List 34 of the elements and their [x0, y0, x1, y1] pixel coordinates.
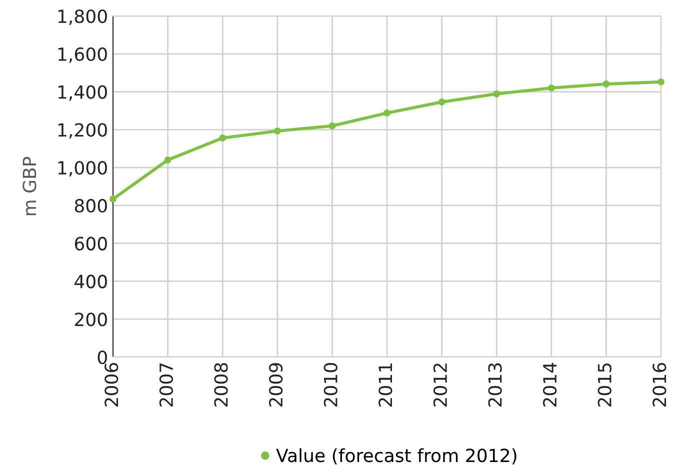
y-tick-label: 800 — [74, 198, 107, 213]
y-tick-label: 400 — [74, 274, 107, 288]
x-tick-label: 2015 — [598, 363, 612, 406]
x-tick-label: 2014 — [542, 362, 557, 406]
x-tick-label: 2013 — [488, 363, 502, 406]
x-tick-label: 2016 — [652, 363, 666, 406]
x-tick-label: 2012 — [433, 364, 448, 406]
y-tick-label: 1,000 — [58, 161, 107, 177]
point — [164, 156, 172, 164]
y-tick-label: 1,400 — [58, 85, 107, 101]
x-tick-label: 2011 — [378, 364, 392, 406]
point — [548, 84, 555, 92]
y-tick-label: 600 — [74, 236, 107, 250]
y-tick-label: 0 — [98, 350, 107, 364]
x-tick-label: 2008 — [214, 363, 228, 406]
point — [328, 122, 336, 130]
x-tick-label: 2009 — [268, 363, 283, 406]
point — [493, 90, 500, 98]
point — [658, 78, 664, 86]
point — [219, 134, 226, 142]
y-tick-label: 1,800 — [58, 9, 107, 25]
legend-label: Value (forecast from 2012) — [276, 448, 516, 464]
x-tick-label: 2010 — [324, 363, 338, 406]
point — [602, 80, 610, 88]
point — [274, 128, 281, 134]
point — [438, 98, 446, 106]
y-tick-label: 1,200 — [58, 123, 107, 139]
y-axis-title: m GBP — [22, 156, 36, 216]
point — [110, 196, 116, 202]
x-tick-label: 2006 — [104, 363, 118, 406]
x-tick-label: 2007 — [159, 363, 174, 406]
y-tick-label: 1,600 — [58, 47, 107, 63]
point — [384, 110, 390, 116]
y-tick-label: 200 — [75, 312, 107, 326]
